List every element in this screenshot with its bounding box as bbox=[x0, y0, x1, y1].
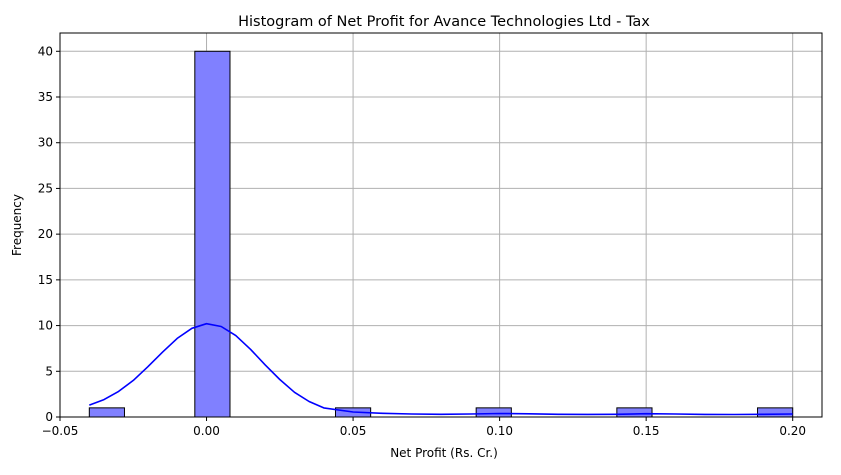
x-axis-title: Net Profit (Rs. Cr.) bbox=[390, 446, 498, 460]
histogram-bar bbox=[88, 407, 125, 418]
y-tick-label: 25 bbox=[38, 181, 53, 195]
histogram-bar bbox=[757, 407, 794, 418]
histogram-bar bbox=[475, 407, 512, 418]
y-tick-label: 0 bbox=[45, 410, 53, 424]
y-axis-title: Frequency bbox=[10, 194, 24, 256]
y-tick-label: 30 bbox=[38, 136, 53, 150]
kde-curve bbox=[89, 322, 793, 416]
histogram-bar bbox=[616, 407, 653, 418]
y-axis-ticks: 0 5 10 15 20 25 30 35 40 bbox=[38, 44, 60, 424]
x-tick-label: 0.10 bbox=[486, 424, 513, 438]
y-tick-label: 15 bbox=[38, 273, 53, 287]
histogram-bars bbox=[88, 50, 794, 418]
x-tick-label: 0.20 bbox=[779, 424, 806, 438]
x-tick-label: −0.05 bbox=[42, 424, 79, 438]
x-tick-label: 0.05 bbox=[340, 424, 367, 438]
y-tick-label: 10 bbox=[38, 319, 53, 333]
plot-frame bbox=[59, 32, 823, 418]
x-tick-label: 0.00 bbox=[193, 424, 220, 438]
chart-title: Histogram of Net Profit for Avance Techn… bbox=[238, 14, 650, 30]
x-tick-label: 0.15 bbox=[633, 424, 660, 438]
histogram-bar bbox=[194, 50, 231, 418]
y-tick-label: 20 bbox=[38, 227, 53, 241]
y-tick-label: 35 bbox=[38, 90, 53, 104]
y-tick-label: 40 bbox=[38, 44, 53, 58]
y-tick-label: 5 bbox=[45, 364, 53, 378]
x-axis-ticks: −0.05 0.00 0.05 0.10 0.15 0.20 bbox=[42, 417, 806, 438]
grid-lines bbox=[59, 33, 822, 418]
kde-curve-group bbox=[89, 322, 793, 416]
